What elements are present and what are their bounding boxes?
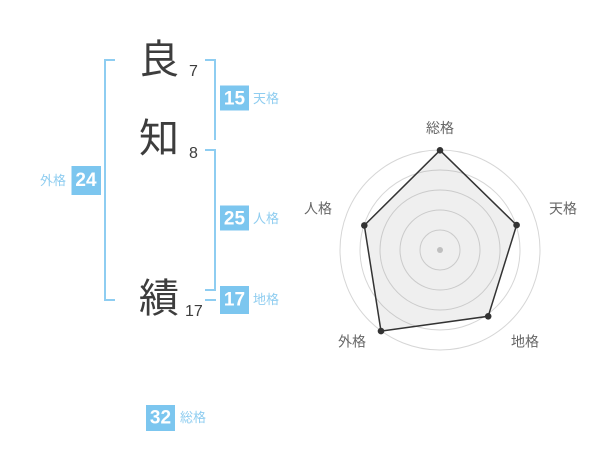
svg-text:人格: 人格 [304, 199, 332, 219]
svg-text:天格: 天格 [549, 199, 577, 219]
svg-text:地格: 地格 [511, 332, 539, 352]
svg-text:外格: 外格 [338, 332, 366, 352]
svg-text:総格: 総格 [426, 118, 454, 138]
